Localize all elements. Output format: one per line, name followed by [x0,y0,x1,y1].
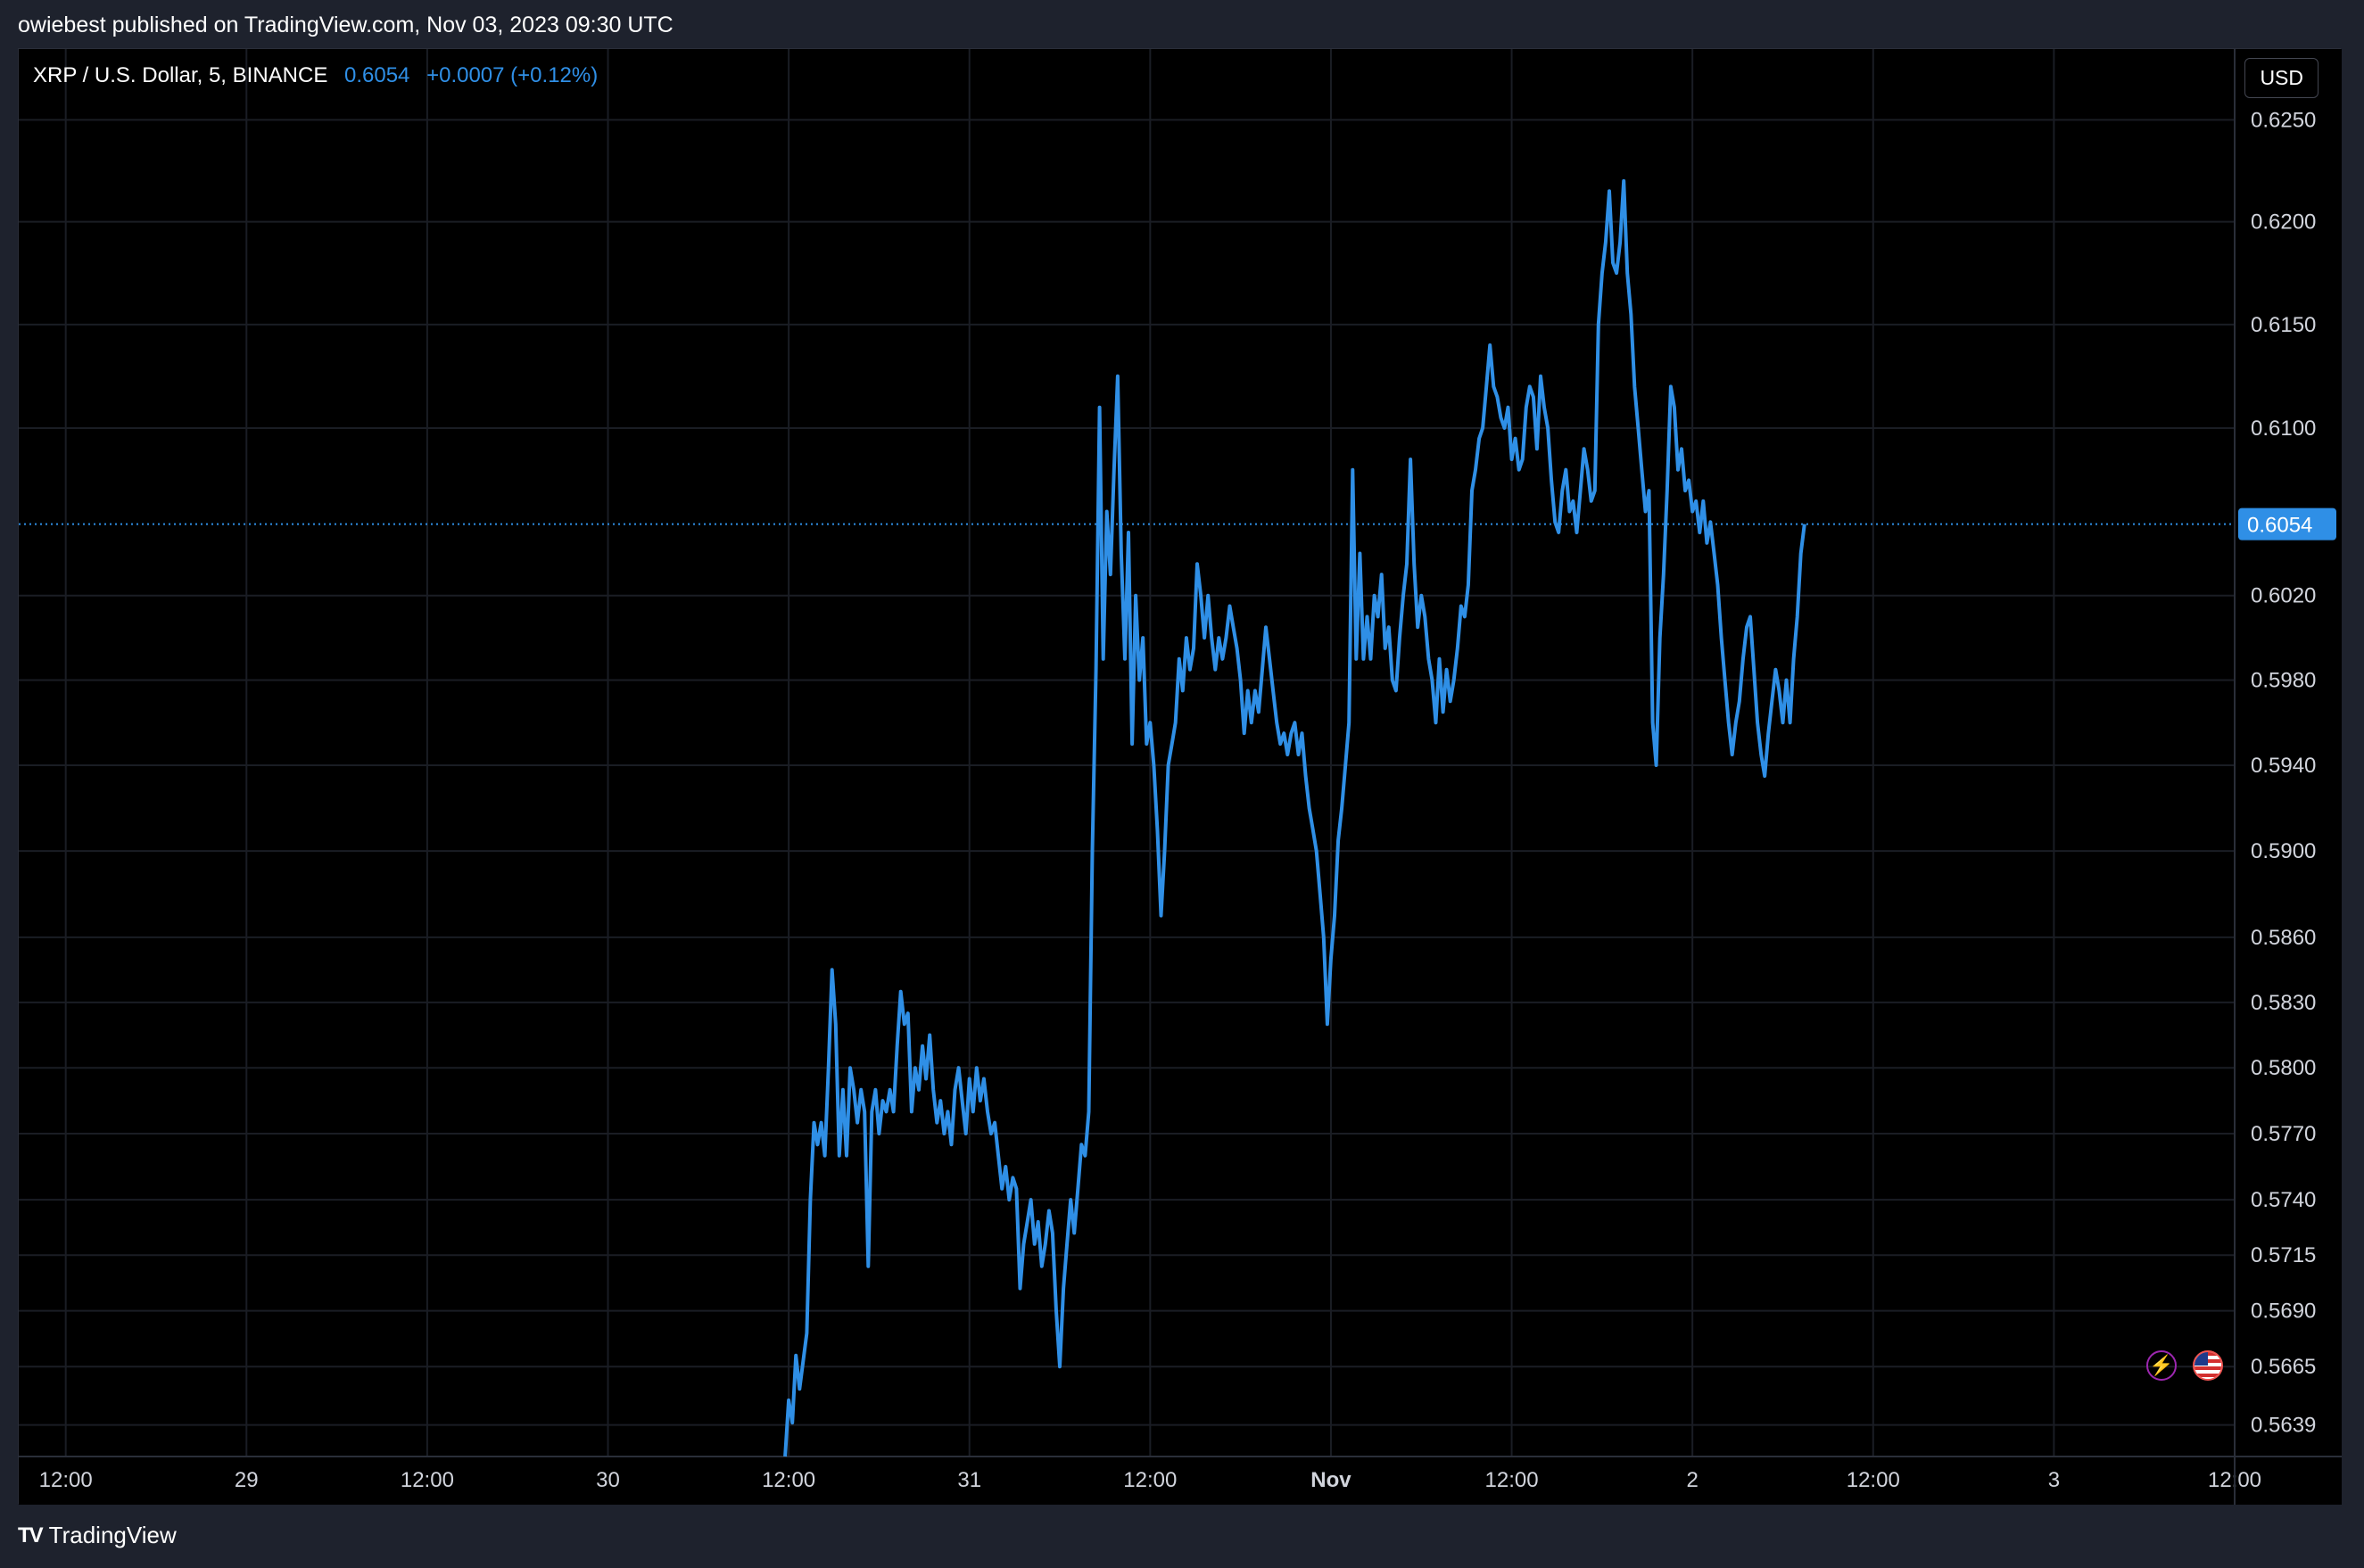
y-tick-label: 0.5740 [2251,1188,2316,1212]
chart-background [19,49,2342,1505]
x-tick-label: 12:00 [1123,1468,1177,1492]
y-tick-label: 0.6100 [2251,417,2316,441]
y-tick-label: 0.5940 [2251,754,2316,778]
x-tick-label: 12:00 [762,1468,815,1492]
legend-change: +0.0007 (+0.12%) [426,63,599,87]
y-tick-label: 0.5715 [2251,1243,2316,1267]
currency-button[interactable]: USD [2244,58,2319,98]
y-tick-label: 0.5900 [2251,839,2316,863]
tradingview-branding[interactable]: TV TradingView [18,1522,177,1549]
y-tick-label: 0.6150 [2251,313,2316,337]
x-tick-label: 31 [957,1468,981,1492]
y-tick-label: 0.5800 [2251,1056,2316,1080]
lightning-icon[interactable]: ⚡ [2146,1350,2177,1381]
tradingview-logo-icon: TV [18,1523,44,1547]
legend-last-price: 0.6054 [344,63,410,87]
y-tick-label: 0.6250 [2251,108,2316,132]
x-tick-label: 12:00 [1485,1468,1539,1492]
y-tick-label: 0.5690 [2251,1300,2316,1324]
publisher-caption: owiebest published on TradingView.com, N… [18,12,674,37]
y-tick-label: 0.5770 [2251,1122,2316,1146]
x-tick-label: 29 [235,1468,259,1492]
price-series-line [783,178,1806,1457]
y-tick-label: 0.5860 [2251,926,2316,950]
x-tick-label: 2 [1686,1468,1698,1492]
symbol-label[interactable]: XRP / U.S. Dollar, 5, BINANCE [33,63,328,87]
y-tick-label: 0.6020 [2251,584,2316,608]
y-tick-label: 0.5665 [2251,1355,2316,1379]
price-chart[interactable]: 12:00 29 12:00 30 12:00 31 12:00 Nov 12:00 2 12:00… [19,49,2342,1505]
y-tick-label: 0.5830 [2251,991,2316,1015]
x-tick-label: 30 [596,1468,620,1492]
x-tick-label: 12:00 [401,1468,454,1492]
us-flag-icon[interactable] [2193,1350,2223,1381]
x-tick-label: 3 [2048,1468,2060,1492]
x-tick-label: 12:00 [39,1468,93,1492]
chart-legend: XRP / U.S. Dollar, 5, BINANCE 0.6054 +0.… [33,63,598,88]
brand-name: TradingView [48,1522,177,1548]
last-price-tag [2238,508,2336,541]
y-tick-label: 0.5980 [2251,669,2316,693]
last-price-label: 0.6054 [2247,514,2312,538]
y-tick-label: 0.6200 [2251,210,2316,235]
chart-area[interactable]: 12:00 29 12:00 30 12:00 31 12:00 Nov 12:00 2 12:00… [18,48,2342,1505]
y-tick-label: 0.5639 [2251,1414,2316,1438]
x-tick-label: Nov [1310,1468,1351,1492]
x-tick-label: 12:00 [1847,1468,1900,1492]
